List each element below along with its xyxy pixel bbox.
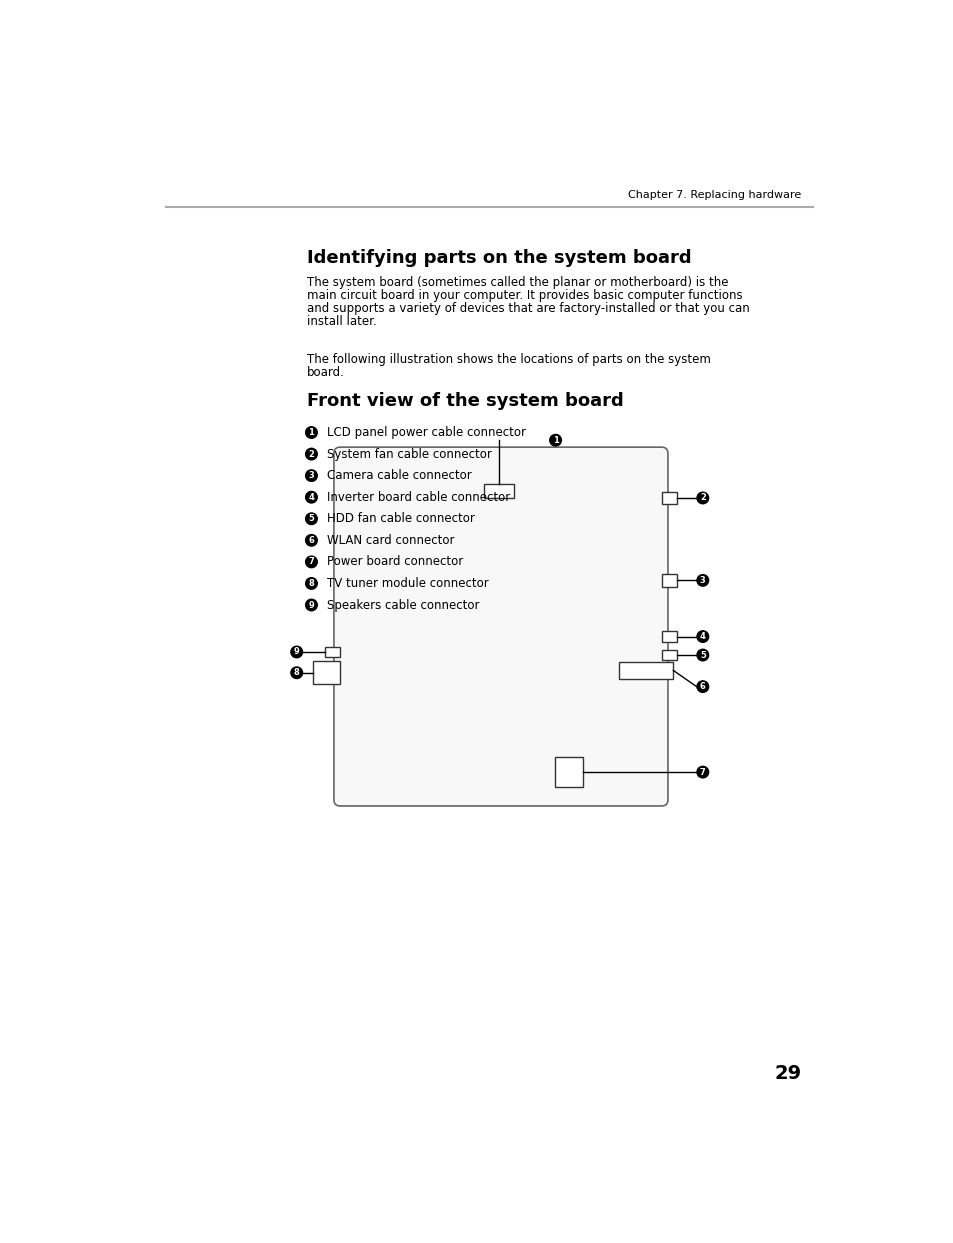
Circle shape [305, 513, 317, 525]
Bar [324, 646, 340, 658]
Circle shape [305, 470, 317, 481]
Text: 4: 4 [700, 633, 705, 641]
Text: Camera cable connector: Camera cable connector [327, 469, 471, 482]
Text: TV tuner module connector: TV tuner module connector [327, 577, 488, 590]
Text: System fan cable connector: System fan cable connector [327, 447, 492, 461]
Text: 2: 2 [700, 493, 705, 502]
Text: Identifying parts on the system board: Identifying parts on the system board [307, 250, 691, 267]
Circle shape [697, 767, 708, 778]
Text: 8: 8 [308, 579, 314, 588]
Text: 7: 7 [700, 768, 705, 777]
Text: Front view of the system board: Front view of the system board [307, 392, 623, 410]
Text: 5: 5 [308, 515, 314, 523]
Circle shape [697, 492, 708, 503]
Circle shape [291, 646, 302, 658]
Text: 3: 3 [308, 471, 314, 480]
Bar [661, 492, 677, 505]
Text: main circuit board in your computer. It provides basic computer functions: main circuit board in your computer. It … [307, 290, 741, 302]
Circle shape [305, 578, 317, 589]
Text: 7: 7 [308, 557, 314, 567]
Bar [661, 631, 677, 641]
Bar [661, 574, 677, 587]
Text: 9: 9 [294, 648, 299, 656]
Circle shape [697, 574, 708, 587]
Circle shape [305, 491, 317, 503]
Circle shape [291, 667, 302, 679]
Circle shape [549, 435, 560, 446]
Text: Inverter board cable connector: Inverter board cable connector [327, 491, 510, 503]
Circle shape [305, 426, 317, 439]
Text: HDD fan cable connector: HDD fan cable connector [327, 512, 475, 526]
Text: 5: 5 [700, 650, 705, 660]
Text: 4: 4 [308, 492, 314, 502]
Text: install later.: install later. [307, 316, 376, 328]
Text: Speakers cable connector: Speakers cable connector [327, 598, 479, 612]
Circle shape [305, 534, 317, 546]
Text: LCD panel power cable connector: LCD panel power cable connector [327, 426, 525, 439]
Text: 6: 6 [308, 536, 314, 544]
Circle shape [305, 599, 317, 610]
Text: WLAN card connector: WLAN card connector [327, 533, 454, 547]
Text: 9: 9 [308, 600, 314, 609]
Text: The following illustration shows the locations of parts on the system: The following illustration shows the loc… [307, 353, 710, 367]
Circle shape [697, 649, 708, 661]
Circle shape [305, 556, 317, 568]
FancyBboxPatch shape [334, 447, 667, 805]
Text: board.: board. [307, 367, 344, 379]
Circle shape [697, 681, 708, 692]
Text: 8: 8 [294, 669, 299, 677]
Circle shape [697, 630, 708, 643]
Bar [555, 757, 582, 787]
Text: 29: 29 [773, 1064, 801, 1084]
Circle shape [305, 449, 317, 460]
Text: 2: 2 [308, 450, 314, 459]
Bar [661, 650, 677, 660]
Bar [618, 663, 673, 679]
Text: 1: 1 [308, 428, 314, 438]
Bar [484, 484, 513, 498]
Bar [313, 661, 340, 685]
Text: Chapter 7. Replacing hardware: Chapter 7. Replacing hardware [627, 190, 801, 200]
Text: and supports a variety of devices that are factory-installed or that you can: and supports a variety of devices that a… [307, 302, 749, 316]
Text: The system board (sometimes called the planar or motherboard) is the: The system board (sometimes called the p… [307, 276, 727, 290]
Text: 6: 6 [700, 682, 705, 691]
Text: 3: 3 [700, 576, 705, 585]
Text: Power board connector: Power board connector [327, 556, 463, 568]
Text: 1: 1 [552, 436, 558, 445]
